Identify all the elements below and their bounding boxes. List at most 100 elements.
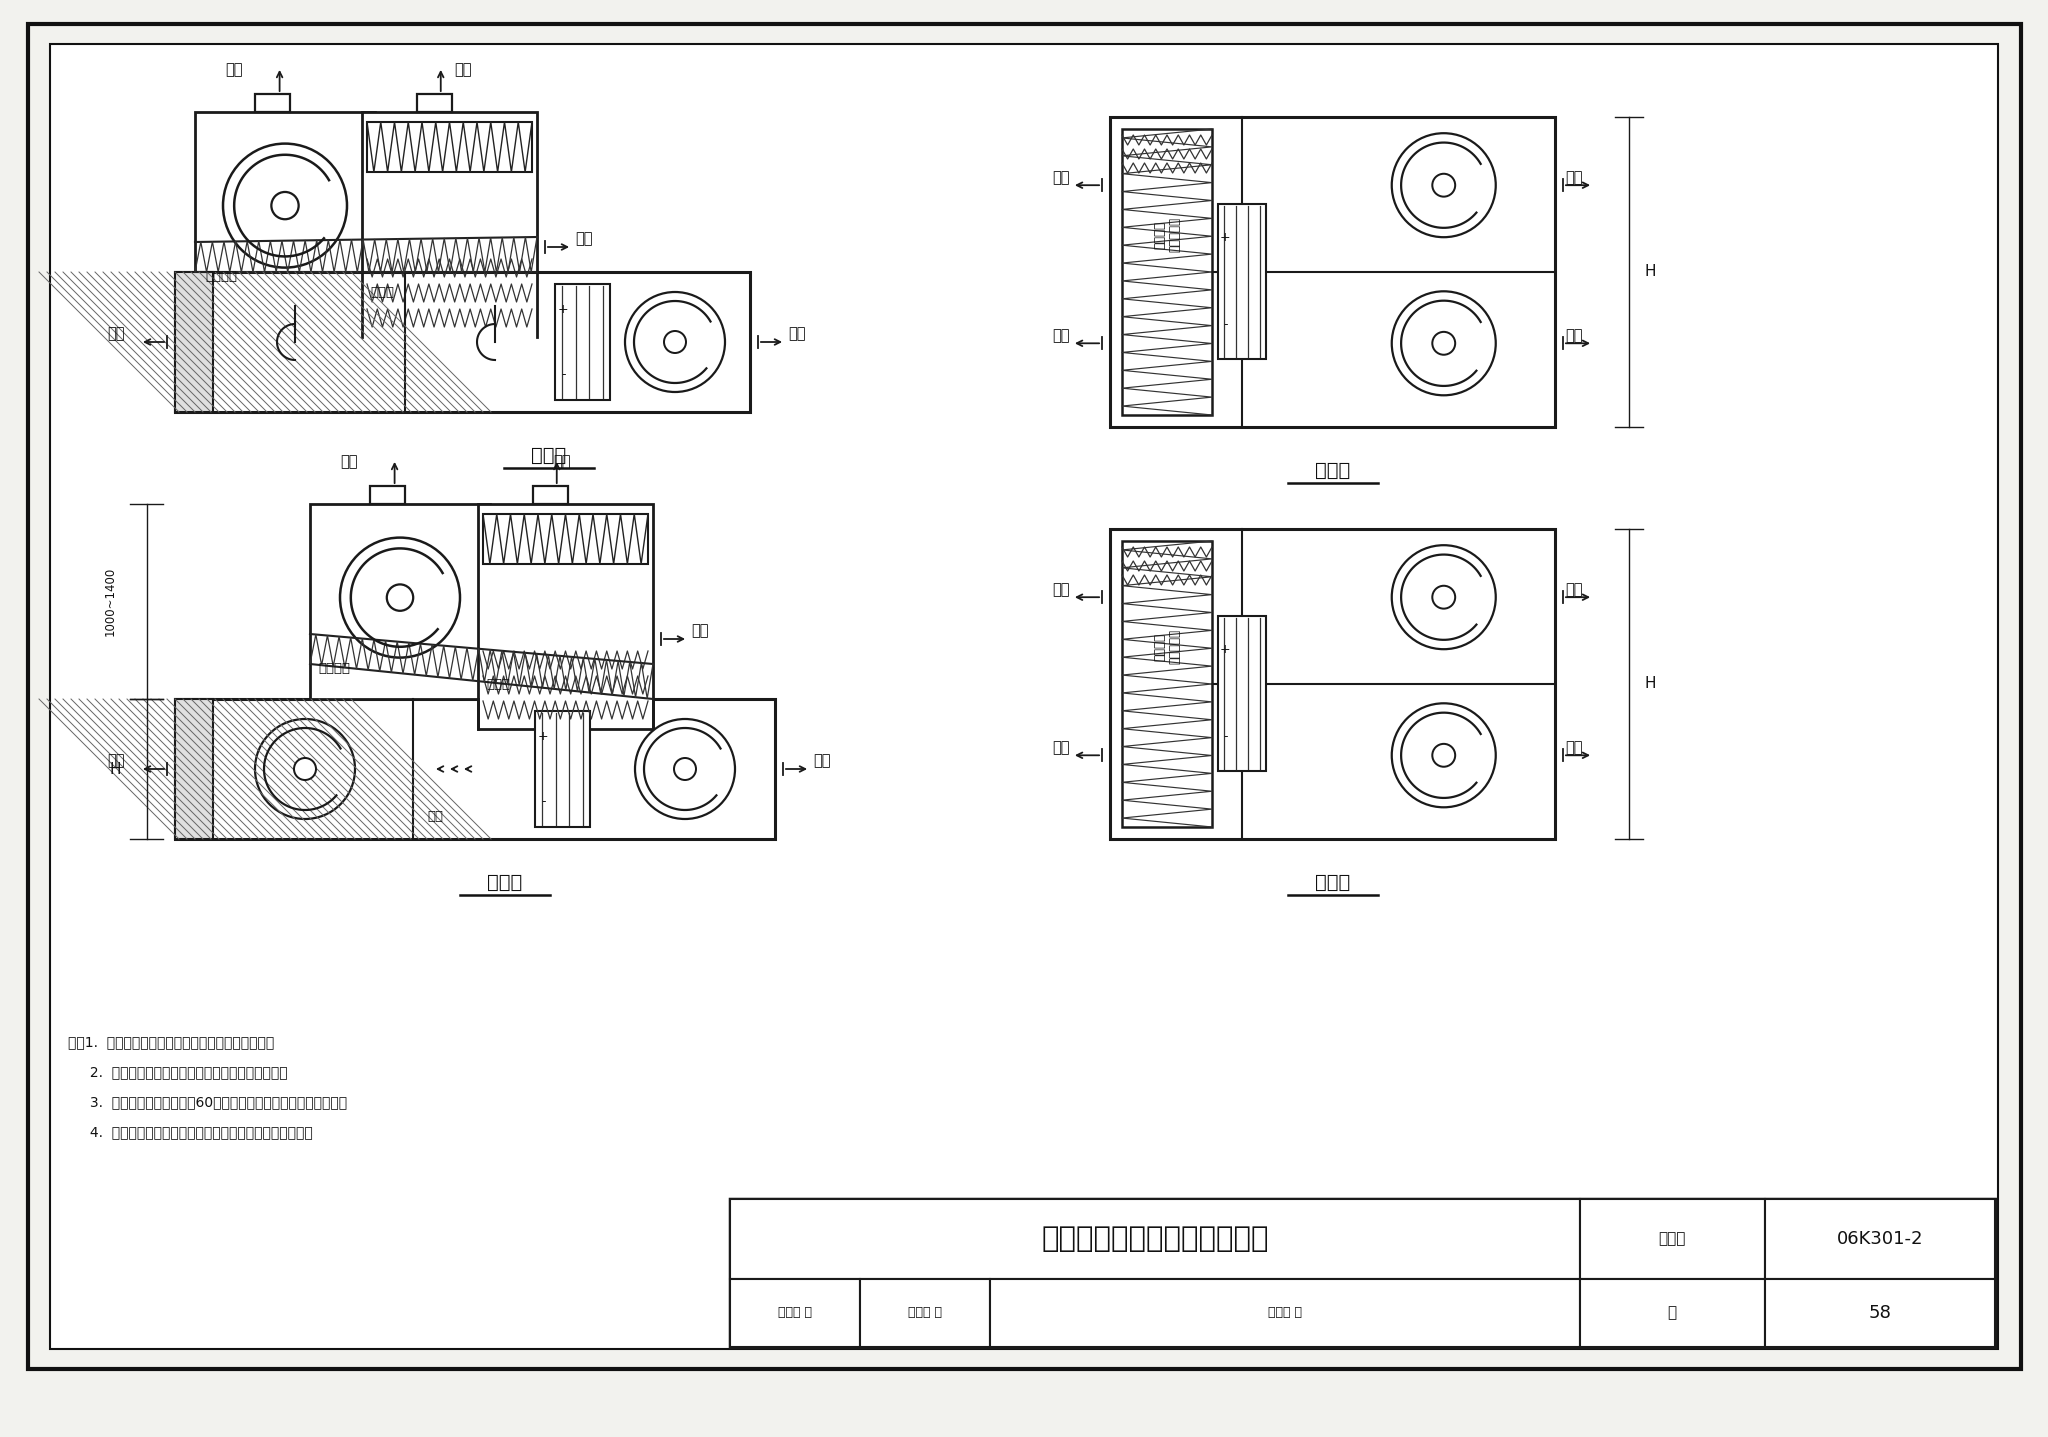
Circle shape (340, 537, 461, 658)
Bar (729, 1198, 1995, 1346)
Bar (1122, 129, 1212, 415)
Text: 排风: 排风 (225, 62, 242, 78)
Text: 3.  标注的尺寸在本图集第60页中查取，其他组合方式可参考此。: 3. 标注的尺寸在本图集第60页中查取，其他组合方式可参考此。 (68, 1095, 346, 1109)
Bar (989, 1279, 1579, 1346)
Circle shape (223, 144, 346, 267)
Circle shape (270, 193, 299, 220)
Circle shape (1432, 744, 1456, 767)
Bar (729, 1279, 860, 1346)
Circle shape (664, 331, 686, 354)
Bar (1110, 116, 1554, 427)
Bar (1122, 540, 1212, 828)
Text: 新风: 新风 (575, 231, 592, 247)
Text: 热管式热: 热管式热 (317, 662, 350, 675)
Circle shape (1432, 174, 1456, 197)
Text: 组合式热回收机组组合示意图: 组合式热回收机组组合示意图 (1040, 1224, 1270, 1253)
Bar (256, 93, 291, 112)
Text: 方式七: 方式七 (1315, 872, 1350, 891)
Circle shape (1432, 332, 1456, 355)
Text: 送风: 送风 (813, 753, 831, 769)
Bar (174, 698, 213, 839)
Text: -: - (1223, 730, 1227, 743)
Text: 排风: 排风 (106, 326, 125, 342)
Text: 回收器: 回收器 (371, 286, 393, 299)
Bar (1765, 1198, 1995, 1279)
Circle shape (1393, 292, 1495, 395)
Text: -: - (541, 795, 545, 808)
Bar (309, 504, 489, 698)
Bar (535, 711, 590, 828)
Text: +: + (557, 303, 569, 316)
Bar (1579, 1198, 1765, 1279)
Text: 新风: 新风 (1053, 582, 1069, 596)
Bar (362, 112, 537, 338)
Circle shape (1432, 586, 1456, 609)
Bar (367, 122, 532, 172)
Circle shape (635, 718, 735, 819)
Bar (174, 698, 213, 839)
Text: 排风: 排风 (1053, 170, 1069, 185)
Bar (418, 93, 453, 112)
Text: 新风: 新风 (1565, 582, 1583, 596)
Text: 审核季 传: 审核季 传 (778, 1306, 811, 1319)
Text: 58: 58 (1868, 1303, 1892, 1322)
Text: 新风: 新风 (553, 454, 571, 470)
Text: 设计赵 民: 设计赵 民 (1268, 1306, 1303, 1319)
Bar (1219, 616, 1266, 770)
Text: 板式全热
交叉换热器: 板式全热 交叉换热器 (1153, 629, 1182, 664)
Bar (729, 1198, 1579, 1279)
Text: -: - (1223, 318, 1227, 331)
Circle shape (387, 585, 414, 611)
Text: 板式全热
交叉换热器: 板式全热 交叉换热器 (1153, 217, 1182, 253)
Text: 1000~1400: 1000~1400 (104, 566, 117, 637)
Text: 排风: 排风 (340, 454, 358, 470)
Text: 新风: 新风 (788, 326, 805, 342)
Text: 排风: 排风 (1053, 740, 1069, 754)
Circle shape (256, 718, 354, 819)
Bar (477, 504, 653, 729)
Circle shape (674, 757, 696, 780)
Text: 方式四: 方式四 (530, 445, 567, 464)
Bar (1579, 1279, 1765, 1346)
Bar (195, 112, 375, 308)
Circle shape (1393, 545, 1495, 650)
Text: H: H (109, 762, 121, 776)
Text: 方式五: 方式五 (487, 872, 522, 891)
Text: 回收器: 回收器 (485, 677, 510, 691)
Text: H: H (1645, 677, 1657, 691)
Bar (174, 698, 774, 839)
Circle shape (625, 292, 725, 392)
Text: 新风: 新风 (690, 624, 709, 638)
Bar (860, 1279, 989, 1346)
Text: +: + (1221, 231, 1231, 244)
Bar (1219, 204, 1266, 359)
Text: H: H (1645, 264, 1657, 280)
Text: 热管式热: 热管式热 (205, 270, 238, 283)
Text: 4.  方式五设置的机组，适合于热回收器压损较小的装置。: 4. 方式五设置的机组，适合于热回收器压损较小的装置。 (68, 1125, 313, 1140)
Text: 排风: 排风 (1565, 740, 1583, 754)
Bar (1765, 1279, 1995, 1346)
Text: 06K301-2: 06K301-2 (1837, 1230, 1923, 1247)
Text: 校对周 钺: 校对周 钺 (907, 1306, 942, 1319)
Bar (174, 272, 213, 412)
Bar (174, 272, 213, 412)
Circle shape (1393, 703, 1495, 808)
Text: +: + (1221, 644, 1231, 657)
Text: 新风: 新风 (1565, 328, 1583, 343)
Text: 2.  中装过滤、冷热盘管以及加湿器均为可选内容。: 2. 中装过滤、冷热盘管以及加湿器均为可选内容。 (68, 1065, 287, 1079)
Bar (555, 285, 610, 399)
Circle shape (295, 757, 315, 780)
Text: 图集号: 图集号 (1659, 1232, 1686, 1246)
Text: 页: 页 (1667, 1305, 1677, 1321)
Text: +: + (539, 730, 549, 743)
Text: 回风: 回风 (106, 753, 125, 769)
Text: 新风: 新风 (1053, 328, 1069, 343)
Text: 注：1.  方式四～方式七的机组设置为立面视图布置。: 注：1. 方式四～方式七的机组设置为立面视图布置。 (68, 1035, 274, 1049)
Bar (371, 486, 406, 504)
Text: -: - (561, 368, 565, 381)
Text: 排风: 排风 (1565, 170, 1583, 185)
Bar (532, 486, 567, 504)
Text: 新风: 新风 (455, 62, 471, 78)
Text: 方式六: 方式六 (1315, 460, 1350, 480)
Bar (1110, 529, 1554, 839)
